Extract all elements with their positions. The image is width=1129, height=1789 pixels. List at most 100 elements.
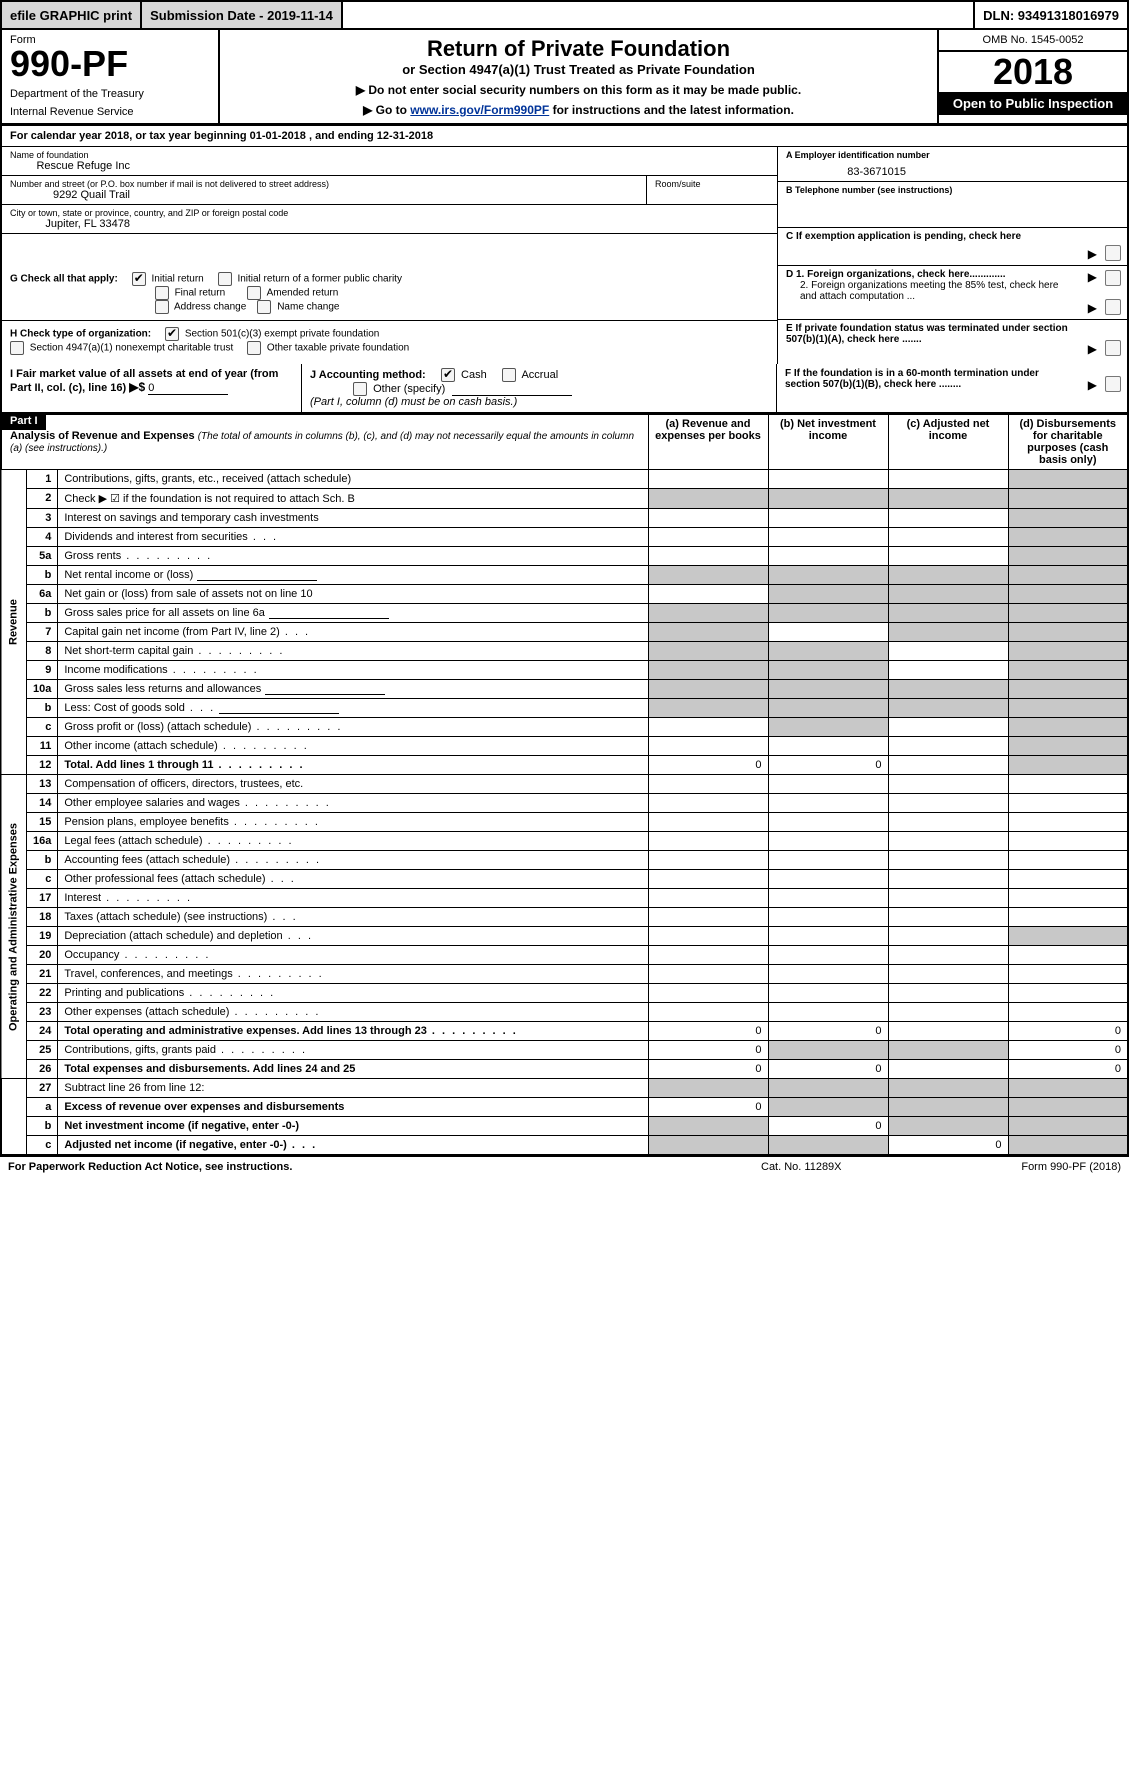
checkbox-address[interactable] — [155, 300, 169, 314]
cell — [768, 832, 888, 851]
row-desc: Legal fees (attach schedule) — [58, 832, 648, 851]
cell — [1008, 661, 1128, 680]
checkbox-accrual[interactable] — [502, 368, 516, 382]
cell — [888, 509, 1008, 528]
cell — [768, 1136, 888, 1155]
checkbox-amended[interactable] — [247, 286, 261, 300]
row-num: 20 — [27, 946, 58, 965]
checkbox-c[interactable] — [1105, 245, 1121, 261]
cell — [1008, 680, 1128, 699]
cell — [648, 547, 768, 566]
efile-label[interactable]: efile GRAPHIC print — [2, 2, 142, 28]
room-cell: Room/suite — [647, 176, 777, 205]
row-num: c — [27, 870, 58, 889]
cell — [648, 699, 768, 718]
row-num: 17 — [27, 889, 58, 908]
open-public: Open to Public Inspection — [939, 92, 1127, 115]
checkbox-501c3[interactable] — [165, 327, 179, 341]
instruct-pre: ▶ Go to — [363, 103, 410, 117]
cell — [768, 737, 888, 756]
table-row: aExcess of revenue over expenses and dis… — [1, 1098, 1128, 1117]
row-desc: Interest — [58, 889, 648, 908]
checkbox-4947[interactable] — [10, 341, 24, 355]
cell — [648, 927, 768, 946]
instruct-ssn: ▶ Do not enter social security numbers o… — [232, 83, 925, 97]
instruct-link: ▶ Go to www.irs.gov/Form990PF for instru… — [232, 103, 925, 117]
room-label: Room/suite — [655, 179, 769, 189]
checkbox-other-tax[interactable] — [247, 341, 261, 355]
cell — [1008, 927, 1128, 946]
table-row: 6aNet gain or (loss) from sale of assets… — [1, 585, 1128, 604]
h-4947: Section 4947(a)(1) nonexempt charitable … — [30, 343, 233, 354]
table-row: 4Dividends and interest from securities — [1, 528, 1128, 547]
section-d: D 1. Foreign organizations, check here..… — [778, 266, 1127, 320]
cell: 0 — [648, 1041, 768, 1060]
cell — [648, 585, 768, 604]
checkbox-final[interactable] — [155, 286, 169, 300]
row-desc: Net gain or (loss) from sale of assets n… — [58, 585, 648, 604]
arrow-icon: ▶ — [1088, 342, 1097, 356]
irs-link[interactable]: www.irs.gov/Form990PF — [410, 103, 549, 117]
row-desc: Gross sales price for all assets on line… — [58, 604, 648, 623]
g-initial-former: Initial return of a former public charit… — [237, 274, 402, 285]
checkbox-name[interactable] — [257, 300, 271, 314]
city-label: City or town, state or province, country… — [10, 208, 769, 218]
row-desc: Occupancy — [58, 946, 648, 965]
cell — [888, 718, 1008, 737]
row-num: 9 — [27, 661, 58, 680]
checkbox-other-method[interactable] — [353, 382, 367, 396]
row-num: 3 — [27, 509, 58, 528]
checkbox-f[interactable] — [1105, 376, 1121, 392]
cell — [888, 489, 1008, 509]
row-num: 16a — [27, 832, 58, 851]
checkbox-initial[interactable] — [132, 272, 146, 286]
row-num: 12 — [27, 756, 58, 775]
part1-header-row: Part I Analysis of Revenue and Expenses … — [1, 415, 1128, 470]
cell — [888, 642, 1008, 661]
cell — [648, 623, 768, 642]
row-desc: Less: Cost of goods sold — [58, 699, 648, 718]
table-row: 14Other employee salaries and wages — [1, 794, 1128, 813]
cell — [648, 794, 768, 813]
row-num: a — [27, 1098, 58, 1117]
side-label: Operating and Administrative Expenses — [1, 775, 27, 1079]
cell — [1008, 699, 1128, 718]
row-num: 23 — [27, 1003, 58, 1022]
dln: DLN: 93491318016979 — [975, 2, 1127, 28]
cell — [768, 1003, 888, 1022]
cell — [648, 509, 768, 528]
checkbox-e[interactable] — [1105, 340, 1121, 356]
j-other-line — [452, 384, 572, 396]
checkbox-d2[interactable] — [1105, 299, 1121, 315]
addr-value: 9292 Quail Trail — [10, 189, 130, 201]
row-desc: Gross rents — [58, 547, 648, 566]
ijf-row: I Fair market value of all assets at end… — [0, 364, 1129, 414]
cell — [888, 470, 1008, 489]
cell — [768, 585, 888, 604]
row-desc: Other professional fees (attach schedule… — [58, 870, 648, 889]
cell — [1008, 756, 1128, 775]
table-row: 20Occupancy — [1, 946, 1128, 965]
form-subtitle: or Section 4947(a)(1) Trust Treated as P… — [232, 62, 925, 77]
row-num: b — [27, 566, 58, 585]
ein-label: A Employer identification number — [786, 150, 1119, 160]
cell: 0 — [1008, 1060, 1128, 1079]
cell — [888, 566, 1008, 585]
row-num: b — [27, 604, 58, 623]
checkbox-d1[interactable] — [1105, 270, 1121, 286]
row-desc: Interest on savings and temporary cash i… — [58, 509, 648, 528]
cell — [888, 547, 1008, 566]
row-desc: Gross profit or (loss) (attach schedule) — [58, 718, 648, 737]
cell — [768, 1041, 888, 1060]
checkbox-cash[interactable] — [441, 368, 455, 382]
checkbox-initial-former[interactable] — [218, 272, 232, 286]
d1: D 1. Foreign organizations, check here..… — [786, 269, 1119, 280]
cell — [768, 489, 888, 509]
cell — [768, 470, 888, 489]
g-final: Final return — [175, 288, 226, 299]
table-row: bGross sales price for all assets on lin… — [1, 604, 1128, 623]
row-num: 4 — [27, 528, 58, 547]
cell — [648, 1136, 768, 1155]
row-desc: Excess of revenue over expenses and disb… — [58, 1098, 648, 1117]
cell — [1008, 585, 1128, 604]
